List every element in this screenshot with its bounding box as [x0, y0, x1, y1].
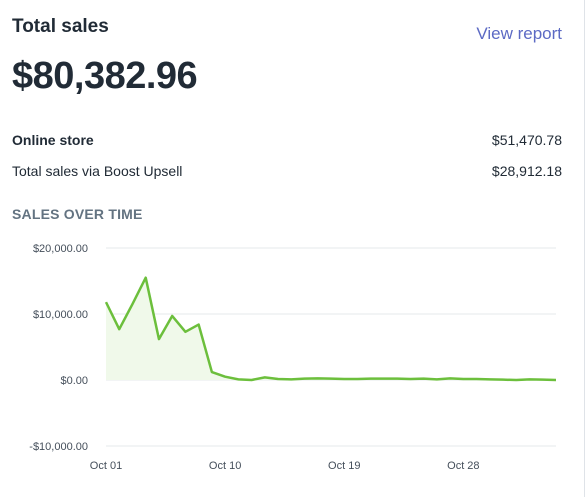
breakdown-label: Online store: [12, 131, 94, 148]
y-tick-label: $10,000.00: [33, 309, 88, 321]
breakdown-value: $51,470.78: [491, 131, 562, 148]
card-title: Total sales: [12, 16, 109, 37]
breakdown-row-boost-upsell: Total sales via Boost Upsell $28,912.18: [12, 155, 562, 186]
sales-over-time-heading: SALES OVER TIME: [12, 206, 143, 222]
y-tick-label: $0.00: [60, 375, 88, 387]
y-tick-label: $20,000.00: [33, 243, 88, 255]
sales-over-time-chart: $20,000.00$10,000.00$0.00-$10,000.00Oct …: [29, 243, 557, 472]
sales-breakdown: Online store $51,470.78 Total sales via …: [12, 124, 562, 186]
x-tick-label: Oct 19: [328, 460, 360, 472]
view-report-link[interactable]: View report: [476, 24, 562, 43]
total-sales-amount: $80,382.96: [12, 55, 198, 97]
x-tick-label: Oct 28: [447, 460, 479, 472]
breakdown-label: Total sales via Boost Upsell: [12, 162, 183, 179]
x-tick-label: Oct 10: [209, 460, 241, 472]
sales-area-fill: [106, 277, 556, 380]
breakdown-row-online-store: Online store $51,470.78: [12, 124, 562, 155]
y-tick-label: -$10,000.00: [29, 441, 88, 453]
breakdown-value: $28,912.18: [491, 162, 562, 179]
sales-line: [104, 276, 557, 382]
x-tick-label: Oct 01: [90, 460, 122, 472]
